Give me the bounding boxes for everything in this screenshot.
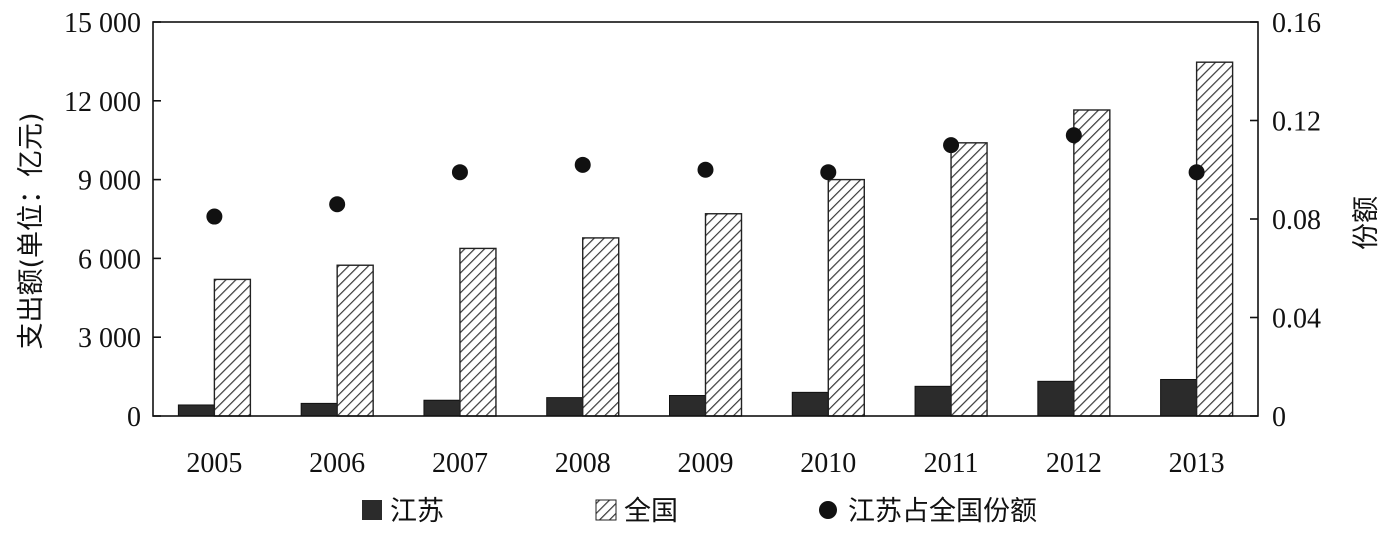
y-tick-label-left: 3 000 [78, 323, 141, 354]
bar-jiangsu-2012 [1037, 380, 1075, 417]
legend-swatch-jiangsu [362, 500, 382, 520]
bar-national-2011 [950, 142, 988, 417]
share-point-2012 [1065, 127, 1082, 144]
legend-label-share: 江苏占全国份额 [848, 496, 1037, 527]
bar-national-2005 [213, 278, 252, 417]
x-tick-label: 2012 [1046, 448, 1102, 479]
bar-national-2013 [1195, 61, 1234, 417]
x-tick-label: 2006 [309, 448, 365, 479]
bar-jiangsu-2010 [791, 391, 829, 417]
legend-item-national: 全国 [595, 496, 678, 527]
bar-jiangsu-2007 [423, 399, 461, 417]
legend-label-jiangsu: 江苏 [390, 496, 444, 527]
bar-jiangsu-2011 [914, 385, 952, 417]
y-tick-label-right: 0 [1272, 402, 1286, 433]
y-tick-label-left: 9 000 [78, 166, 141, 197]
y-tick-label-right: 0.12 [1272, 107, 1321, 138]
bar-national-2008 [582, 237, 620, 417]
bar-jiangsu-2008 [546, 397, 584, 417]
legend-item-share: 江苏占全国份额 [819, 496, 1037, 527]
y-tick-label-left: 6 000 [78, 244, 141, 275]
y-tick-label-right: 0.08 [1272, 205, 1321, 236]
x-tick-label: 2013 [1169, 448, 1225, 479]
x-tick-label: 2010 [800, 448, 856, 479]
bar-jiangsu-2009 [669, 395, 706, 417]
share-point-2011 [943, 137, 960, 154]
bar-jiangsu-2006 [300, 402, 338, 417]
x-tick-label: 2008 [555, 448, 611, 479]
share-point-2005 [206, 208, 223, 225]
x-tick-label: 2007 [432, 448, 488, 479]
share-point-2006 [329, 196, 346, 213]
share-point-2013 [1188, 164, 1205, 181]
bar-national-2006 [336, 264, 374, 417]
legend-swatch-national [595, 499, 617, 521]
x-tick-label: 2011 [924, 448, 979, 479]
share-point-2010 [820, 164, 837, 181]
x-tick-label: 2005 [186, 448, 242, 479]
y-axis-title-right: 份额 [1351, 196, 1382, 250]
legend-swatch-share [819, 501, 837, 519]
y-tick-label-right: 0.16 [1272, 8, 1321, 39]
bar-jiangsu-2013 [1160, 378, 1198, 417]
share-point-2007 [451, 164, 468, 181]
y-tick-label-left: 15 000 [64, 8, 141, 39]
share-point-2008 [574, 156, 591, 173]
bar-national-2007 [459, 247, 497, 417]
y-tick-label-left: 12 000 [64, 87, 141, 118]
y-tick-label-left: 0 [127, 402, 141, 433]
bar-jiangsu-2005 [177, 404, 215, 417]
x-tick-label: 2009 [678, 448, 734, 479]
share-point-2009 [697, 161, 714, 178]
y-axis-title-left: 支出额(单位：亿元) [16, 112, 47, 349]
legend-item-jiangsu: 江苏 [362, 496, 444, 527]
bar-national-2010 [827, 178, 865, 417]
bar-national-2009 [704, 213, 743, 417]
y-tick-label-right: 0.04 [1272, 304, 1321, 335]
bar-national-2012 [1073, 109, 1111, 417]
legend-label-national: 全国 [624, 496, 678, 527]
